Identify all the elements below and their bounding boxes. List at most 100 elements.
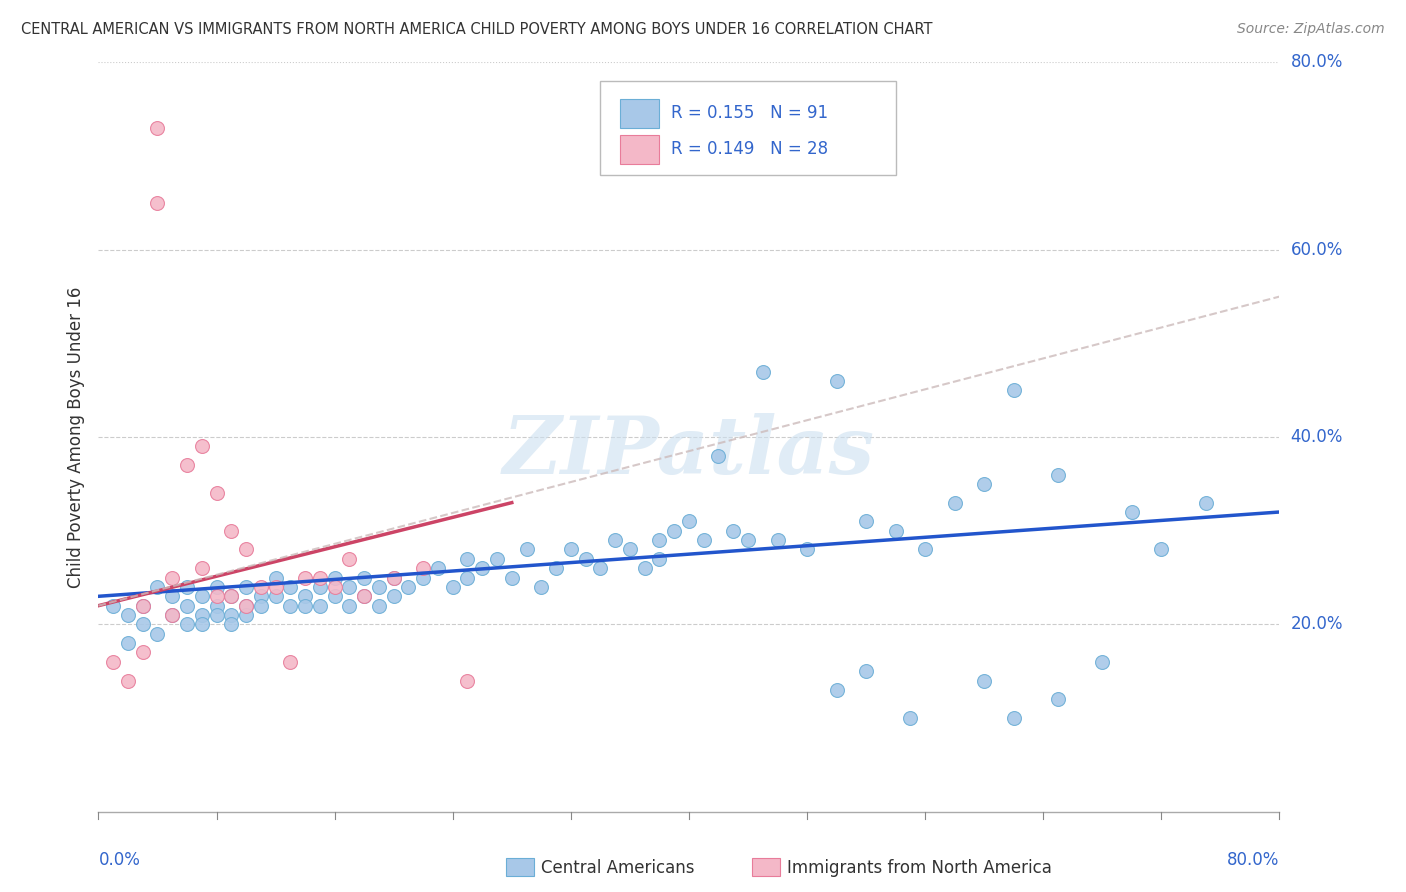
Point [176, 599, 198, 613]
Point [368, 580, 391, 594]
Point [368, 599, 391, 613]
Point [501, 571, 523, 585]
Point [280, 655, 302, 669]
Point [900, 711, 922, 725]
Text: Immigrants from North America: Immigrants from North America [787, 859, 1052, 877]
Point [353, 590, 375, 604]
Point [737, 533, 759, 547]
Point [1195, 496, 1218, 510]
Point [678, 514, 700, 528]
Point [146, 580, 169, 594]
Point [117, 673, 139, 688]
Point [323, 580, 346, 594]
Point [221, 590, 243, 604]
Point [264, 580, 287, 594]
Point [914, 542, 936, 557]
Point [648, 533, 671, 547]
Text: R = 0.155   N = 91: R = 0.155 N = 91 [671, 104, 828, 122]
Point [1091, 655, 1114, 669]
Point [530, 580, 553, 594]
Bar [620, 135, 659, 163]
Point [280, 599, 302, 613]
Point [146, 195, 169, 210]
Point [619, 542, 641, 557]
Point [634, 561, 657, 575]
Point [943, 496, 966, 510]
Text: Central Americans: Central Americans [541, 859, 695, 877]
Point [382, 571, 405, 585]
Point [176, 580, 198, 594]
Point [648, 551, 671, 566]
Point [796, 542, 818, 557]
Point [235, 599, 257, 613]
Point [605, 533, 627, 547]
Point [162, 571, 183, 585]
Point [1046, 692, 1070, 706]
Point [250, 590, 273, 604]
Point [205, 608, 228, 623]
Point [235, 608, 257, 623]
Point [323, 590, 346, 604]
Point [117, 608, 139, 623]
Point [309, 599, 332, 613]
Point [707, 449, 730, 463]
Point [103, 599, 125, 613]
Point [235, 599, 257, 613]
Point [191, 561, 214, 575]
Point [221, 617, 243, 632]
Point [766, 533, 789, 547]
Point [353, 590, 375, 604]
Point [221, 590, 243, 604]
Point [441, 580, 464, 594]
Point [235, 580, 257, 594]
Point [132, 646, 155, 660]
Point [309, 571, 332, 585]
Text: Source: ZipAtlas.com: Source: ZipAtlas.com [1237, 22, 1385, 37]
Point [560, 542, 582, 557]
Point [457, 673, 479, 688]
Point [1002, 384, 1025, 398]
Point [117, 636, 139, 650]
FancyBboxPatch shape [600, 81, 896, 175]
Point [264, 590, 287, 604]
Point [723, 524, 745, 538]
Text: CENTRAL AMERICAN VS IMMIGRANTS FROM NORTH AMERICA CHILD POVERTY AMONG BOYS UNDER: CENTRAL AMERICAN VS IMMIGRANTS FROM NORT… [21, 22, 932, 37]
Text: 0.0%: 0.0% [98, 851, 141, 869]
Point [398, 580, 420, 594]
Point [205, 486, 228, 500]
Y-axis label: Child Poverty Among Boys Under 16: Child Poverty Among Boys Under 16 [66, 286, 84, 588]
Point [264, 571, 287, 585]
Point [191, 590, 214, 604]
Text: 80.0%: 80.0% [1227, 851, 1279, 869]
Point [973, 476, 995, 491]
Point [294, 590, 316, 604]
Point [176, 458, 198, 473]
Point [1002, 711, 1025, 725]
Point [353, 571, 375, 585]
Point [855, 664, 877, 679]
Point [664, 524, 686, 538]
Point [280, 580, 302, 594]
Point [132, 617, 155, 632]
Point [132, 599, 155, 613]
Point [162, 608, 183, 623]
Point [294, 599, 316, 613]
Point [339, 551, 361, 566]
Point [250, 599, 273, 613]
Point [323, 571, 346, 585]
Text: ZIPatlas: ZIPatlas [503, 413, 875, 491]
Point [471, 561, 494, 575]
Point [575, 551, 598, 566]
Point [884, 524, 907, 538]
Point [146, 626, 169, 640]
Point [1121, 505, 1143, 519]
Point [191, 440, 214, 453]
Point [516, 542, 538, 557]
Point [205, 599, 228, 613]
Point [693, 533, 716, 547]
Point [1150, 542, 1173, 557]
Point [191, 617, 214, 632]
Point [427, 561, 450, 575]
Text: 20.0%: 20.0% [1291, 615, 1343, 633]
Text: 60.0%: 60.0% [1291, 241, 1343, 259]
